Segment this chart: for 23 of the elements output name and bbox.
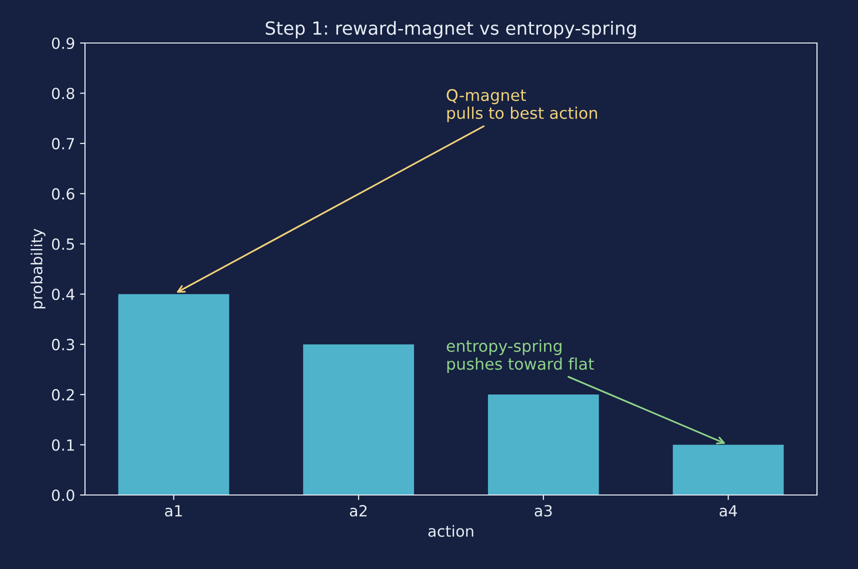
x-tick-label: a4 bbox=[720, 505, 737, 517]
y-tick-label: 0.9 bbox=[52, 37, 74, 50]
bar bbox=[672, 444, 784, 495]
y-axis-title: probability bbox=[30, 228, 46, 308]
x-tick-label: a3 bbox=[534, 504, 552, 517]
bar bbox=[303, 344, 414, 495]
y-tick-label: 0.5 bbox=[52, 238, 74, 250]
x-tick-label: a1 bbox=[165, 505, 182, 517]
y-tick-label: 0.4 bbox=[52, 288, 74, 300]
annotation: entropy-spring pushes toward flat bbox=[446, 340, 594, 373]
y-tick-label: 0.2 bbox=[52, 389, 74, 401]
y-tick-label: 0.3 bbox=[52, 338, 74, 350]
y-tick-label: 0.0 bbox=[52, 489, 74, 502]
x-axis-title: action bbox=[428, 525, 474, 537]
y-tick-label: 0.6 bbox=[52, 188, 74, 200]
y-tick-label: 0.1 bbox=[52, 439, 74, 451]
bar bbox=[488, 394, 599, 495]
y-tick-label: 0.7 bbox=[52, 138, 74, 150]
y-tick-label: 0.8 bbox=[52, 88, 74, 100]
bar bbox=[118, 294, 230, 495]
chart-title: Step 1: reward-magnet vs entropy-spring bbox=[266, 20, 636, 38]
x-tick-label: a2 bbox=[350, 504, 367, 517]
annotation: Q-magnet pulls to best action bbox=[446, 89, 597, 122]
